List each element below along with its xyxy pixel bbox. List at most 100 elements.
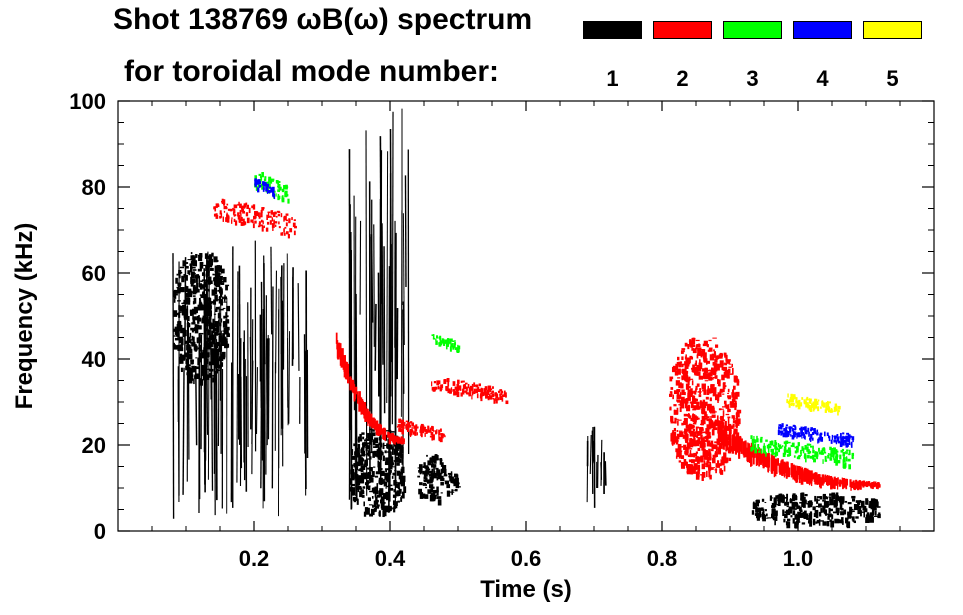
spectrum-pixel: [700, 434, 703, 440]
spectrum-pixel: [756, 449, 759, 461]
spectrum-pixel: [816, 519, 821, 524]
spectrum-pixel: [801, 446, 804, 452]
spectrum-pixel: [224, 343, 230, 348]
spectrum-pixel: [845, 482, 848, 490]
spectrum-pixel: [450, 476, 454, 483]
spectrum-pixel: [804, 510, 807, 517]
spectrum-pixel: [685, 424, 690, 429]
spectrum-pixel: [212, 374, 217, 377]
spectrum-streak: [236, 271, 239, 483]
spectrum-pixel: [679, 451, 682, 458]
spectrum-pixel: [835, 449, 838, 455]
spectrum-pixel: [392, 494, 397, 498]
spectrum-pixel: [719, 388, 724, 393]
spectrum-pixel: [781, 445, 784, 447]
spectrum-pixel: [271, 217, 274, 222]
spectrum-pixel: [710, 385, 714, 392]
spectrum-pixel: [450, 343, 454, 348]
spectrum-pixel: [377, 448, 381, 456]
spectrum-pixel: [177, 321, 180, 326]
spectrum-pixel: [701, 474, 704, 481]
spectrum-pixel: [178, 272, 181, 276]
spectrum-pixel: [703, 436, 706, 439]
spectrum-pixel: [866, 481, 869, 487]
spectrum-pixel: [364, 439, 367, 442]
spectrum-pixel: [388, 488, 391, 495]
spectrum-pixel: [360, 448, 365, 450]
spectrum-pixel: [696, 404, 700, 410]
spectrum-pixel: [371, 495, 374, 499]
spectrum-pixel: [224, 338, 228, 343]
spectrum-pixel: [677, 390, 680, 396]
spectrum-pixel: [200, 352, 203, 357]
spectrum-pixel: [254, 175, 257, 179]
spectrum-pixel: [782, 452, 786, 458]
spectrum-pixel: [423, 479, 429, 482]
spectrum-pixel: [240, 221, 244, 226]
spectrum-pixel: [762, 508, 765, 515]
spectrum-pixel: [361, 404, 364, 415]
spectrum-pixel: [245, 212, 249, 217]
spectrum-pixel: [223, 199, 226, 205]
spectrum-pixel: [690, 440, 695, 446]
spectrum-pixel: [717, 395, 720, 402]
spectrum-pixel: [174, 327, 177, 335]
spectrum-pixel: [358, 475, 362, 479]
spectrum-pixel: [860, 511, 865, 513]
spectrum-pixel: [184, 285, 187, 292]
spectrum-pixel: [785, 449, 789, 453]
spectrum-pixel: [372, 429, 375, 432]
spectrum-pixel: [790, 433, 792, 437]
spectrum-pixel: [258, 173, 262, 176]
legend-swatch-mode-4: [793, 21, 852, 39]
spectrum-streak: [291, 267, 294, 366]
spectrum-pixel: [182, 304, 187, 311]
spectrum-pixel: [692, 422, 697, 425]
spectrum-pixel: [795, 400, 798, 404]
spectrum-pixel: [371, 432, 376, 437]
spectrum-pixel: [190, 291, 195, 293]
spectrum-pixel: [788, 441, 791, 444]
spectrum-pixel: [692, 431, 697, 438]
spectrum-pixel: [457, 477, 459, 483]
spectrum-pixel: [241, 216, 243, 222]
spectrum-pixel: [219, 322, 222, 327]
spectrum-pixel: [173, 289, 178, 294]
spectrum-pixel: [693, 438, 696, 442]
spectrum-pixel: [695, 360, 698, 366]
spectrum-pixel: [192, 260, 198, 267]
spectrum-pixel: [800, 492, 805, 500]
spectrum-pixel: [798, 506, 802, 511]
spectrum-pixel: [198, 254, 203, 262]
spectrum-pixel: [787, 518, 791, 522]
spectrum-pixel: [420, 430, 423, 437]
spectrum-pixel: [374, 475, 379, 478]
spectrum-pixel: [417, 475, 421, 478]
spectrum-pixel: [820, 505, 825, 507]
spectrum-pixel: [372, 504, 374, 508]
spectrum-pixel: [444, 468, 447, 476]
spectrum-pixel: [399, 437, 401, 441]
spectrum-pixel: [830, 520, 835, 528]
spectrum-pixel: [724, 370, 729, 373]
spectrum-pixel: [803, 433, 806, 440]
spectrum-pixel: [708, 372, 711, 379]
spectrum-pixel: [384, 468, 389, 471]
spectrum-pixel: [444, 435, 446, 438]
spectrum-pixel: [378, 442, 382, 446]
spectrum-pixel: [200, 294, 202, 299]
spectrum-pixel: [204, 358, 209, 364]
spectrum-pixel: [215, 306, 220, 310]
spectrum-pixel: [384, 507, 389, 512]
spectrum-pixel: [766, 517, 769, 519]
spectrum-pixel: [722, 366, 728, 371]
spectrum-pixel: [784, 429, 787, 435]
spectrum-pixel: [425, 486, 428, 489]
spectrum-pixel: [430, 487, 434, 493]
spectrum-pixel: [777, 458, 780, 466]
spectrum-pixel: [787, 393, 789, 398]
spectrum-pixel: [200, 354, 205, 359]
spectrum-pixel: [758, 448, 762, 464]
spectrum-pixel: [436, 490, 439, 496]
spectrum-pixel: [234, 204, 238, 209]
